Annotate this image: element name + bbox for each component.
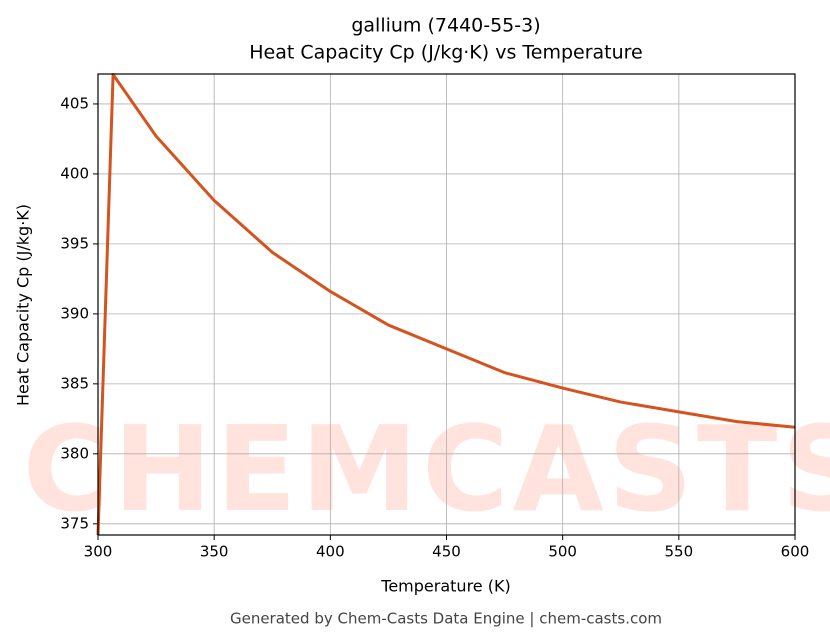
x-tick-label: 500: [548, 543, 577, 561]
x-tick-label: 350: [200, 543, 229, 561]
y-tick-label: 380: [60, 444, 89, 462]
y-tick-label: 405: [60, 94, 89, 112]
y-tick-label: 385: [60, 374, 89, 392]
y-tick-label: 375: [60, 514, 89, 532]
x-tick-label: 550: [665, 543, 694, 561]
y-tick-label: 395: [60, 234, 89, 252]
x-tick-label: 600: [781, 543, 810, 561]
watermark: CHEMCASTS: [23, 400, 830, 538]
y-tick-label: 390: [60, 304, 89, 322]
y-tick-label: 400: [60, 164, 89, 182]
chart-subtitle: Heat Capacity Cp (J/kg·K) vs Temperature: [249, 42, 643, 64]
x-axis-label: Temperature (K): [380, 577, 510, 596]
x-tick-label: 400: [316, 543, 345, 561]
plot-frame: [97, 73, 796, 536]
chart-title: gallium (7440-55-3): [351, 15, 540, 37]
x-tick-label: 450: [432, 543, 461, 561]
data-line: [96, 73, 796, 536]
footer: Generated by Chem-Casts Data Engine | ch…: [230, 610, 662, 628]
x-tick-label: 300: [84, 543, 113, 561]
y-axis-label: Heat Capacity Cp (J/kg·K): [14, 204, 33, 406]
